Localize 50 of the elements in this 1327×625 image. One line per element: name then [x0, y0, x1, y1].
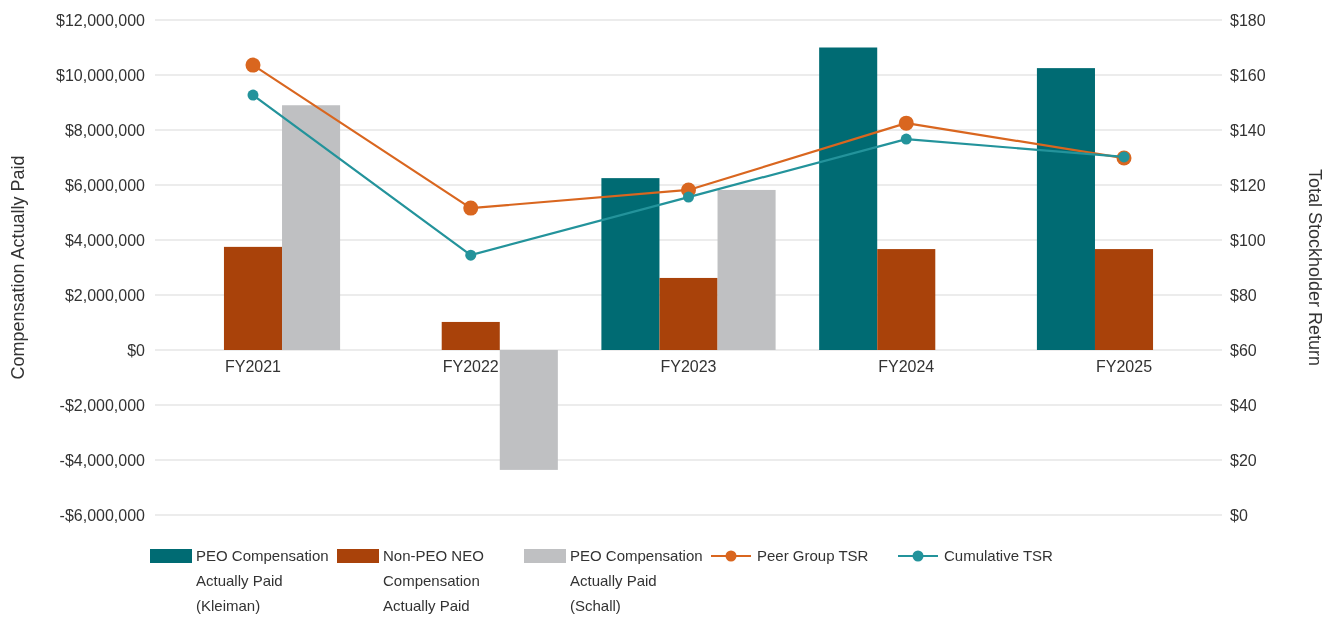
- y2-tick-label: $0: [1230, 506, 1248, 524]
- y-tick-label: -$4,000,000: [59, 451, 146, 469]
- y-tick-label: $4,000,000: [64, 231, 146, 249]
- y2-tick-label: $60: [1230, 341, 1257, 359]
- point: [247, 89, 259, 101]
- y2-tick-label: $40: [1230, 396, 1257, 414]
- point: [900, 133, 912, 145]
- y-tick-label: -$6,000,000: [59, 506, 146, 524]
- x-tick-label: FY2021: [224, 358, 282, 375]
- bar: [223, 246, 283, 350]
- legend-label: PEO Compensation Actually Paid (Kleiman): [196, 547, 329, 615]
- bar: [499, 350, 558, 470]
- point: [898, 115, 914, 131]
- point: [245, 57, 261, 73]
- y2-tick-label: $80: [1230, 286, 1257, 304]
- bar: [1036, 68, 1095, 350]
- y-tick-label: $10,000,000: [56, 66, 146, 84]
- y-tick-label: $8,000,000: [64, 121, 146, 139]
- x-tick-label: FY2024: [878, 358, 935, 375]
- legend-label: Peer Group TSR: [757, 547, 869, 565]
- x-tick-label: FY2023: [660, 358, 717, 375]
- bar: [877, 249, 936, 350]
- bar: [1094, 249, 1154, 350]
- y2-tick-label: $120: [1230, 176, 1266, 194]
- bar: [282, 105, 341, 350]
- y-tick-label: $2,000,000: [64, 286, 146, 304]
- legend-label: Cumulative TSR: [944, 547, 1054, 565]
- bar: [659, 277, 718, 350]
- point: [683, 191, 694, 203]
- y-tick-label: $6,000,000: [64, 176, 146, 194]
- legend-label: PEO Compensation Actually Paid (Schall): [570, 547, 703, 615]
- y-tick-label: $12,000,000: [56, 11, 146, 29]
- y2-tick-label: $160: [1230, 66, 1266, 84]
- y-axis-title: Compensation Actually Paid: [8, 155, 28, 380]
- bar: [717, 189, 776, 350]
- y2-tick-label: $100: [1230, 231, 1266, 249]
- y2-tick-label: $140: [1230, 121, 1266, 139]
- y-tick-label: -$2,000,000: [59, 396, 146, 414]
- bar: [819, 47, 878, 350]
- x-tick-label: FY2025: [1095, 358, 1153, 375]
- point: [465, 249, 477, 261]
- x-tick-label: FY2022: [442, 358, 499, 375]
- y2-tick-label: $180: [1230, 11, 1266, 29]
- legend-label: Non-PEO NEO Compensation Actually Paid: [383, 547, 484, 615]
- y2-tick-label: $20: [1230, 451, 1257, 469]
- y-tick-label: $0: [127, 341, 146, 359]
- bar: [441, 321, 500, 350]
- y2-axis-title: Total Stockholder Return: [1305, 168, 1325, 367]
- bar: [601, 178, 660, 350]
- point: [463, 200, 479, 216]
